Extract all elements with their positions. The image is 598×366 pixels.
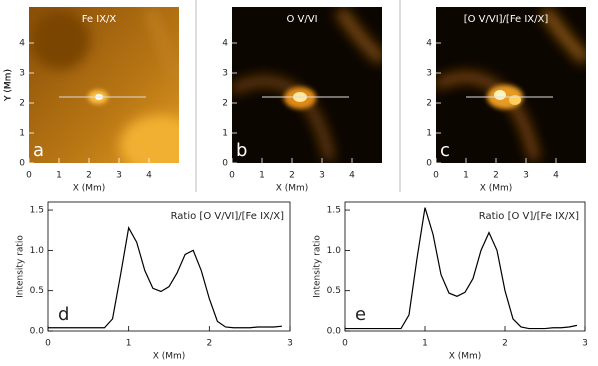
- x-tick-label: 0: [26, 171, 32, 181]
- image-a: [29, 7, 179, 163]
- y-tick-label: 1.0: [327, 246, 342, 256]
- y-tick-label: 1: [426, 129, 432, 139]
- panel-title: [O V/VI]/[Fe IX/X]: [464, 14, 549, 25]
- y-tick-label: 0.5: [327, 286, 341, 296]
- x-tick-label: 0: [229, 171, 235, 181]
- y-tick-label: 1.5: [327, 206, 341, 216]
- x-tick-label: 1: [463, 171, 469, 181]
- line-series: [345, 207, 578, 330]
- image-b: [232, 7, 382, 163]
- y-tick-label: 4: [222, 39, 228, 49]
- y-axis-label: Intensity ratio: [16, 235, 26, 298]
- x-tick-label: 1: [126, 339, 132, 349]
- y-axis-label: Y (Mm): [4, 69, 14, 102]
- y-tick-label: 1.0: [30, 246, 45, 256]
- x-tick-label: 1: [259, 171, 265, 181]
- x-tick-label: 3: [582, 339, 588, 349]
- y-tick-label: 3: [426, 69, 432, 79]
- y-axis-label: Y (Mm): [4, 69, 14, 102]
- x-tick-label: 0: [433, 171, 439, 181]
- x-tick-label: 3: [116, 171, 122, 181]
- image-c: [436, 7, 586, 163]
- y-tick-label: 2: [19, 99, 25, 109]
- x-tick-label: 3: [319, 171, 325, 181]
- panel-label: e: [355, 304, 366, 325]
- panel-title: Fe IX/X: [82, 14, 117, 25]
- panel-title: O V/VI: [286, 14, 317, 25]
- x-tick-label: 2: [206, 339, 212, 349]
- panel-title: Ratio [O V/VI]/[Fe IX/X]: [171, 211, 285, 222]
- x-tick-label: 2: [86, 171, 92, 181]
- y-tick-label: 3: [222, 69, 228, 79]
- x-tick-label: 3: [287, 339, 293, 349]
- plot-frame: [344, 201, 586, 332]
- x-tick-label: 0: [45, 339, 51, 349]
- y-tick-label: 0.5: [30, 286, 44, 296]
- y-tick-label: 4: [19, 39, 25, 49]
- y-tick-label: 1: [222, 129, 228, 139]
- panel-label: c: [440, 140, 450, 161]
- y-tick-label: 2: [426, 99, 432, 109]
- x-axis-label: X (Mm): [276, 184, 309, 194]
- x-tick-label: 2: [493, 171, 499, 181]
- y-tick-label: 4: [426, 39, 432, 49]
- panel-label: b: [236, 140, 247, 161]
- panel-label: a: [33, 140, 44, 161]
- x-tick-label: 0: [342, 339, 348, 349]
- y-tick-label: 0: [19, 159, 25, 169]
- y-tick-label: 1.5: [30, 206, 44, 216]
- x-tick-label: 2: [502, 339, 508, 349]
- x-axis-label: X (Mm): [73, 184, 106, 194]
- panel-title: Ratio [O V]/[Fe IX/X]: [479, 211, 579, 222]
- x-axis-label: X (Mm): [153, 352, 186, 362]
- y-tick-label: 1: [19, 129, 25, 139]
- y-tick-label: 3: [19, 69, 25, 79]
- y-axis-label: Intensity ratio: [313, 235, 323, 298]
- x-tick-label: 1: [56, 171, 62, 181]
- panel-label: d: [58, 304, 69, 325]
- x-tick-label: 4: [553, 171, 559, 181]
- x-tick-label: 2: [289, 171, 295, 181]
- plot-frame: [47, 201, 291, 332]
- x-axis-label: X (Mm): [449, 352, 482, 362]
- x-tick-label: 1: [422, 339, 428, 349]
- y-tick-label: 2: [222, 99, 228, 109]
- y-axis-label: Y (Mm): [4, 69, 14, 102]
- y-tick-label: 0: [426, 159, 432, 169]
- x-tick-label: 4: [349, 171, 355, 181]
- y-tick-label: 0.0: [30, 327, 45, 337]
- x-axis-label: X (Mm): [480, 184, 513, 194]
- x-tick-label: 3: [523, 171, 529, 181]
- line-series: [48, 226, 282, 329]
- y-tick-label: 0: [222, 159, 228, 169]
- y-tick-label: 0.0: [327, 327, 342, 337]
- x-tick-label: 4: [146, 171, 152, 181]
